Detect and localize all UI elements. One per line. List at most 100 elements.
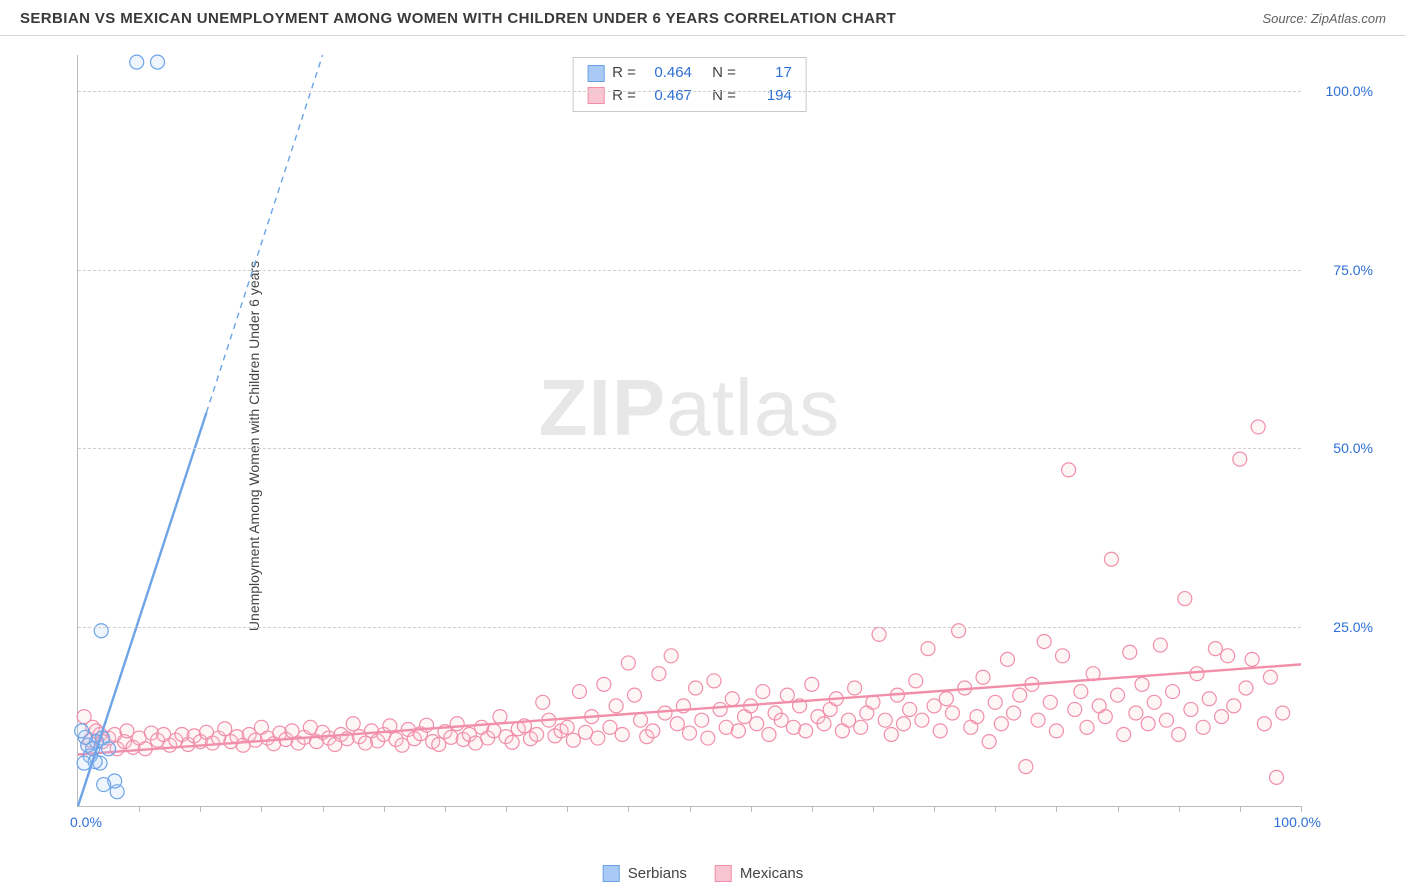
data-point-mexicans	[1227, 699, 1241, 713]
swatch-mexicans-icon	[715, 865, 732, 882]
data-point-mexicans	[731, 724, 745, 738]
data-point-mexicans	[1037, 634, 1051, 648]
x-tick	[1118, 806, 1119, 812]
data-point-mexicans	[988, 695, 1002, 709]
data-point-mexicans	[634, 713, 648, 727]
data-point-mexicans	[1215, 710, 1229, 724]
data-point-mexicans	[1000, 652, 1014, 666]
data-point-serbians	[77, 756, 91, 770]
data-point-mexicans	[933, 724, 947, 738]
bottom-legend: Serbians Mexicans	[603, 865, 804, 882]
data-point-mexicans	[1013, 688, 1027, 702]
data-point-mexicans	[1172, 727, 1186, 741]
regression-extrapolation-serbians	[206, 55, 322, 413]
data-point-mexicans	[1111, 688, 1125, 702]
data-point-mexicans	[603, 720, 617, 734]
data-point-serbians	[102, 742, 116, 756]
data-point-mexicans	[1074, 685, 1088, 699]
data-point-mexicans	[1019, 760, 1033, 774]
data-point-mexicans	[670, 717, 684, 731]
data-point-serbians	[97, 778, 111, 792]
data-point-mexicans	[683, 726, 697, 740]
x-origin-label: 0.0%	[70, 814, 102, 830]
data-point-mexicans	[218, 722, 232, 736]
x-tick	[200, 806, 201, 812]
data-point-mexicans	[841, 713, 855, 727]
x-tick	[139, 806, 140, 812]
data-point-mexicans	[725, 692, 739, 706]
data-point-mexicans	[346, 717, 360, 731]
data-point-mexicans	[854, 720, 868, 734]
data-point-mexicans	[1159, 713, 1173, 727]
data-point-mexicans	[1147, 695, 1161, 709]
chart-header: SERBIAN VS MEXICAN UNEMPLOYMENT AMONG WO…	[0, 0, 1406, 36]
legend-label-serbians: Serbians	[628, 865, 687, 882]
data-point-mexicans	[915, 713, 929, 727]
data-point-mexicans	[713, 702, 727, 716]
data-point-mexicans	[1276, 706, 1290, 720]
data-point-mexicans	[884, 727, 898, 741]
x-tick	[261, 806, 262, 812]
data-point-mexicans	[909, 674, 923, 688]
data-point-mexicans	[609, 699, 623, 713]
data-point-mexicans	[1221, 649, 1235, 663]
chart-zone: Unemployment Among Women with Children U…	[55, 55, 1381, 837]
data-point-mexicans	[1233, 452, 1247, 466]
data-point-mexicans	[1190, 667, 1204, 681]
y-tick-label: 75.0%	[1308, 262, 1373, 278]
x-tick	[690, 806, 691, 812]
data-point-serbians	[75, 724, 89, 738]
data-point-mexicans	[1056, 649, 1070, 663]
data-point-mexicans	[120, 724, 134, 738]
x-tick	[1240, 806, 1241, 812]
source-name: ZipAtlas.com	[1311, 11, 1386, 26]
data-point-mexicans	[646, 724, 660, 738]
data-point-mexicans	[1068, 702, 1082, 716]
data-point-mexicans	[450, 717, 464, 731]
data-point-mexicans	[707, 674, 721, 688]
data-point-mexicans	[897, 717, 911, 731]
data-point-mexicans	[756, 685, 770, 699]
data-point-mexicans	[621, 656, 635, 670]
data-point-mexicans	[1263, 670, 1277, 684]
data-point-mexicans	[921, 642, 935, 656]
data-point-mexicans	[799, 724, 813, 738]
x-tick	[323, 806, 324, 812]
data-point-mexicans	[1098, 710, 1112, 724]
data-point-mexicans	[1166, 685, 1180, 699]
data-point-mexicans	[750, 717, 764, 731]
data-point-mexicans	[444, 730, 458, 744]
x-tick	[1179, 806, 1180, 812]
x-tick	[1056, 806, 1057, 812]
data-point-mexicans	[1117, 727, 1131, 741]
x-tick	[751, 806, 752, 812]
data-point-mexicans	[903, 702, 917, 716]
gridline	[78, 91, 1301, 92]
data-point-mexicans	[970, 710, 984, 724]
x-tick	[995, 806, 996, 812]
source-prefix: Source:	[1262, 11, 1310, 26]
data-point-mexicans	[1251, 420, 1265, 434]
x-tick	[445, 806, 446, 812]
x-tick	[567, 806, 568, 812]
data-point-mexicans	[432, 737, 446, 751]
data-point-mexicans	[1257, 717, 1271, 731]
data-point-mexicans	[1080, 720, 1094, 734]
data-point-mexicans	[652, 667, 666, 681]
data-point-mexicans	[615, 727, 629, 741]
data-point-mexicans	[572, 685, 586, 699]
source-credit: Source: ZipAtlas.com	[1262, 11, 1386, 26]
data-point-mexicans	[774, 713, 788, 727]
data-point-mexicans	[1270, 770, 1284, 784]
data-point-mexicans	[689, 681, 703, 695]
legend-label-mexicans: Mexicans	[740, 865, 803, 882]
data-point-mexicans	[597, 677, 611, 691]
plot-area: ZIPatlas R = 0.464 N = 17 R = 0.467 N = …	[77, 55, 1301, 807]
data-point-mexicans	[1062, 463, 1076, 477]
data-point-mexicans	[952, 624, 966, 638]
chart-title: SERBIAN VS MEXICAN UNEMPLOYMENT AMONG WO…	[20, 10, 896, 27]
gridline	[78, 270, 1301, 271]
x-tick	[873, 806, 874, 812]
data-point-mexicans	[994, 717, 1008, 731]
data-point-mexicans	[560, 720, 574, 734]
